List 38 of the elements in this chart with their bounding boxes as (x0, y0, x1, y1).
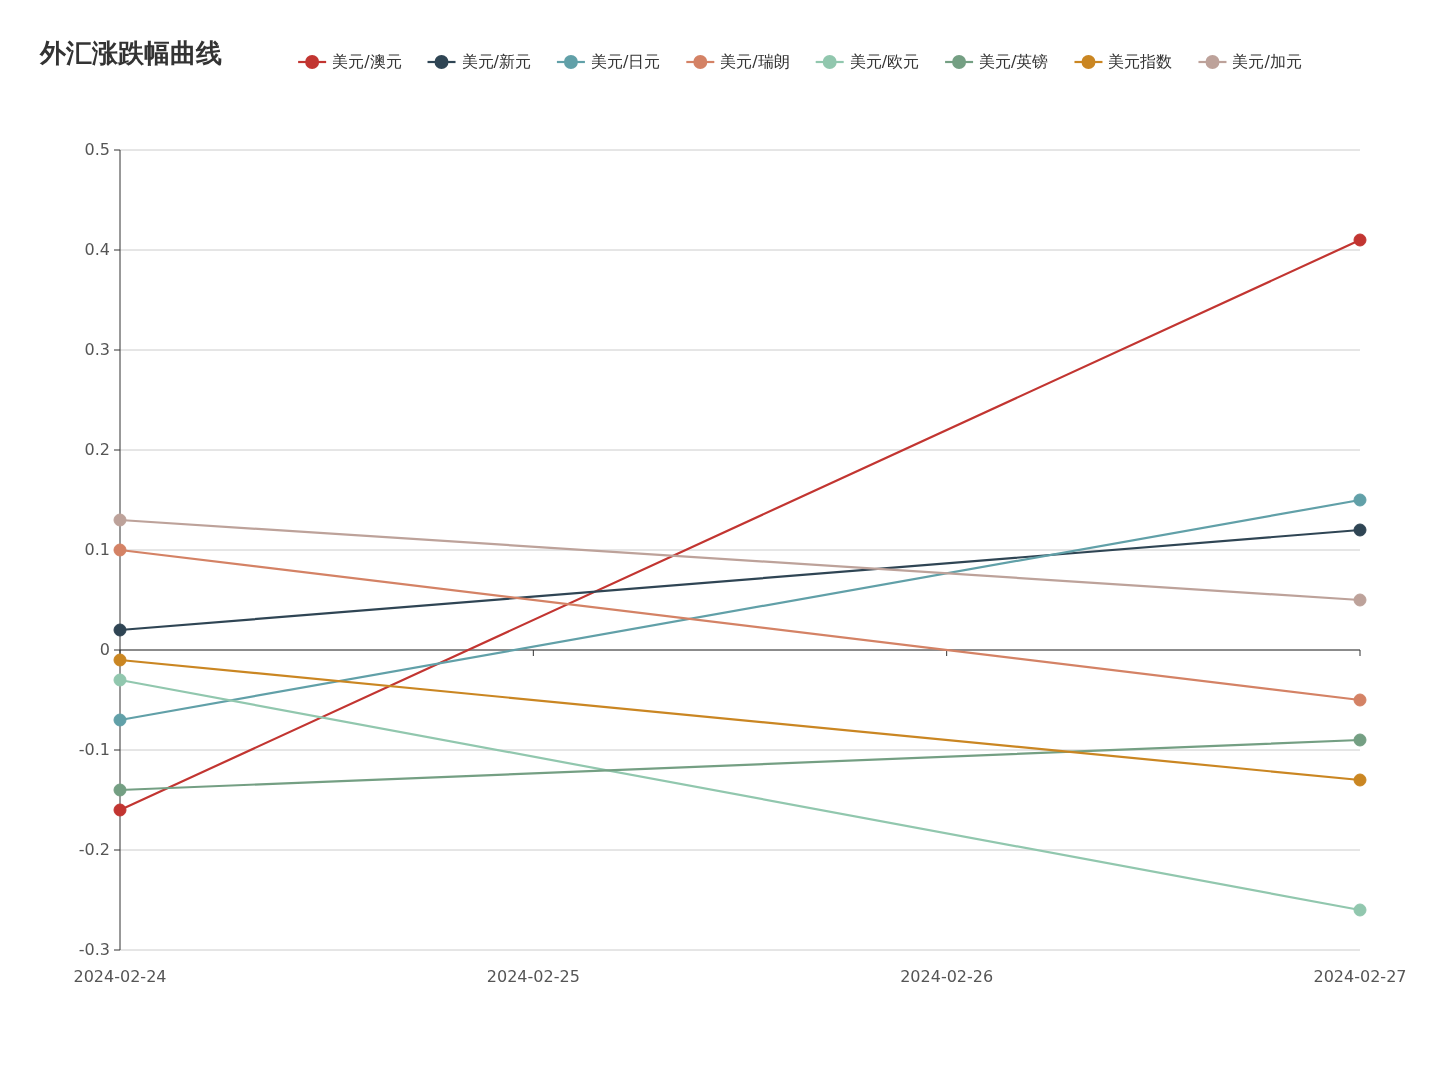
point (1353, 693, 1367, 707)
point (113, 803, 127, 817)
x-tick-label: 2024-02-27 (1313, 967, 1407, 986)
point (113, 513, 127, 527)
point (1353, 773, 1367, 787)
y-tick-label: -0.1 (78, 739, 110, 759)
y-tick-label: 0.3 (84, 339, 110, 359)
legend-label: 美元/欧元 (849, 51, 920, 71)
y-tick-label: 0.4 (84, 239, 110, 259)
y-tick-label: 0.5 (84, 139, 110, 159)
chart-title: 外汇涨跌幅曲线 (39, 38, 222, 68)
legend-label: 美元/日元 (590, 51, 661, 71)
x-tick-label: 2024-02-26 (900, 967, 994, 986)
point (1353, 593, 1367, 607)
point (1353, 523, 1367, 537)
point (113, 783, 127, 797)
y-tick-label: -0.2 (78, 839, 110, 859)
y-tick-label: -0.3 (78, 939, 110, 959)
point (1353, 233, 1367, 247)
x-tick-label: 2024-02-24 (73, 967, 167, 986)
point (113, 623, 127, 637)
point (113, 673, 127, 687)
y-tick-label: 0 (99, 639, 110, 659)
legend-label: 美元/澳元 (332, 51, 402, 71)
legend-label: 美元/英镑 (979, 51, 1049, 71)
point (113, 543, 127, 557)
legend-label: 美元/新元 (461, 51, 531, 71)
point (1353, 733, 1367, 747)
point (1353, 903, 1367, 917)
x-tick-label: 2024-02-25 (486, 967, 580, 986)
legend-label: 美元/瑞朗 (720, 51, 790, 71)
y-tick-label: 0.1 (84, 539, 110, 559)
point (113, 653, 127, 667)
y-tick-label: 0.2 (84, 439, 110, 459)
legend-label: 美元/加元 (1232, 51, 1302, 71)
point (113, 713, 127, 727)
point (1353, 493, 1367, 507)
legend-label: 美元指数 (1108, 51, 1173, 71)
